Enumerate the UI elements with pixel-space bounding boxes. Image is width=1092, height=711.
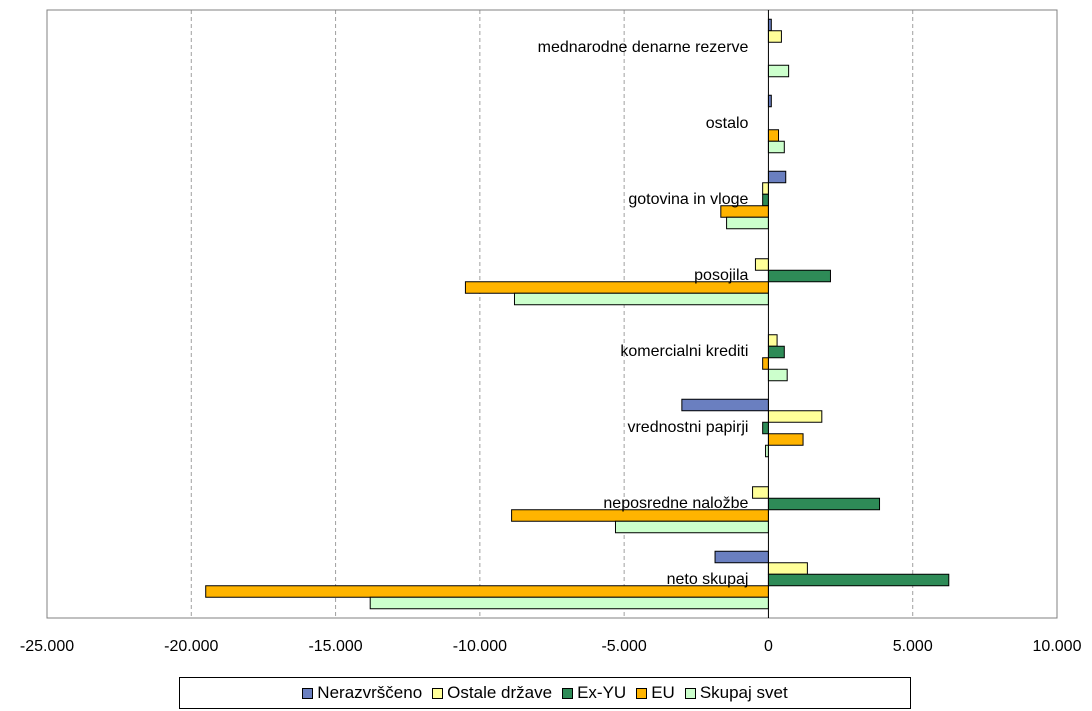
bar <box>767 140 785 154</box>
x-tick-label: -25.000 <box>20 638 74 655</box>
bar <box>767 30 782 43</box>
x-tick-labels: -25.000 -20.000 -15.000 -10.000 -5.000 0 5.000… <box>20 638 1082 655</box>
x-tick-label: -10.000 <box>453 638 507 655</box>
plot-area-border <box>46 9 1058 619</box>
bar <box>767 129 780 142</box>
legend-label: Skupaj svet <box>699 683 788 702</box>
bar <box>767 562 808 575</box>
bar <box>369 596 769 610</box>
legend-swatch <box>432 687 444 699</box>
category-label: gotovina in vloge <box>628 191 748 208</box>
legend-swatch <box>562 687 574 699</box>
bar <box>614 520 769 534</box>
legend-item: Nerazvrščeno <box>302 683 422 703</box>
legend-label: EU <box>651 683 675 702</box>
category-label: posojila <box>694 267 748 284</box>
category-label: mednarodne denarne rezerve <box>538 39 749 56</box>
bar <box>752 486 769 499</box>
bar <box>762 193 769 207</box>
category-label: neto skupaj <box>667 571 749 588</box>
bar <box>762 421 769 435</box>
legend-item: Ex-YU <box>562 683 626 703</box>
legend-swatch <box>684 687 696 699</box>
x-tick-label: 5.000 <box>893 638 933 655</box>
legend-item: Skupaj svet <box>684 683 788 703</box>
x-tick-label: -5.000 <box>601 638 646 655</box>
legend-swatch <box>302 687 314 699</box>
bar <box>754 258 769 271</box>
bar <box>762 357 769 370</box>
x-tick-label: 10.000 <box>1033 638 1082 655</box>
legend-item: Ostale države <box>432 683 552 703</box>
category-label: neposredne naložbe <box>603 495 748 512</box>
bar <box>681 398 769 412</box>
bar <box>767 170 787 184</box>
bar <box>767 64 790 78</box>
legend-item: EU <box>636 683 675 703</box>
bar <box>767 269 831 283</box>
bar <box>767 368 788 382</box>
category-label: ostalo <box>706 115 749 132</box>
bar <box>714 550 769 564</box>
category-labels: neto skupaj neposredne naložbe vrednostni … <box>538 39 749 588</box>
bar <box>767 410 823 423</box>
bar <box>767 497 881 511</box>
legend-label: Ex-YU <box>577 683 627 702</box>
bar <box>762 182 769 195</box>
category-label: komercialni krediti <box>620 343 748 360</box>
bar <box>513 292 769 306</box>
legend-swatch <box>636 687 648 699</box>
bar <box>767 573 950 587</box>
bar <box>767 345 785 359</box>
x-tick-label: 0 <box>764 638 773 655</box>
legend: Nerazvrščeno Ostale države Ex-YU EU Skupaj s… <box>179 677 911 709</box>
legend-label: Ostale države <box>447 683 553 702</box>
x-tick-label: -15.000 <box>308 638 362 655</box>
bars <box>205 18 950 610</box>
bar <box>767 334 778 347</box>
bar <box>767 433 804 446</box>
legend-label: Nerazvrščeno <box>317 683 423 702</box>
bar-chart: neto skupaj neposredne naložbe vrednostni … <box>20 9 1082 655</box>
x-tick-label: -20.000 <box>164 638 218 655</box>
bar <box>726 216 769 230</box>
category-label: vrednostni papirji <box>627 419 748 436</box>
